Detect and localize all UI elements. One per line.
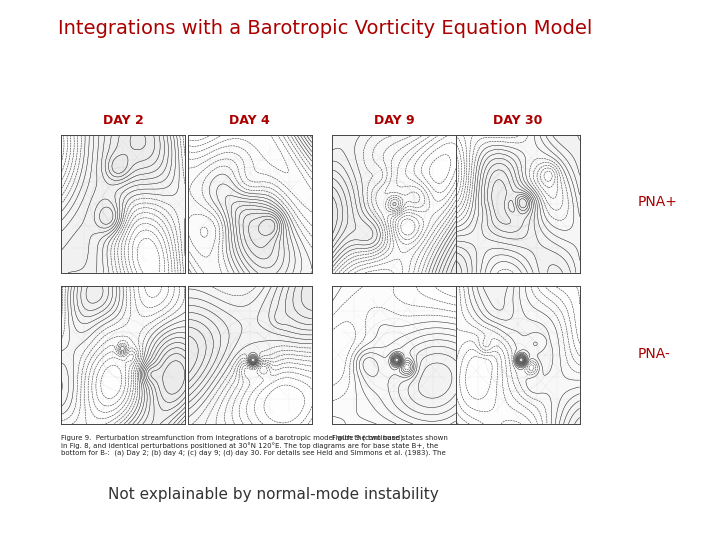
Text: DAY 9: DAY 9 [374,114,414,127]
Text: PNA-: PNA- [637,347,670,361]
Text: DAY 4: DAY 4 [230,114,270,127]
Text: Figure 9.  Perturbation streamfunction from integrations of a barotropic model w: Figure 9. Perturbation streamfunction fr… [61,435,448,456]
Text: PNA+: PNA+ [637,195,677,210]
Text: DAY 30: DAY 30 [493,114,542,127]
Text: Figure 9 (continued): Figure 9 (continued) [332,435,402,441]
Text: Not explainable by normal-mode instability: Not explainable by normal-mode instabili… [108,487,439,502]
Text: Integrations with a Barotropic Vorticity Equation Model: Integrations with a Barotropic Vorticity… [58,19,592,38]
Text: DAY 2: DAY 2 [103,114,143,127]
